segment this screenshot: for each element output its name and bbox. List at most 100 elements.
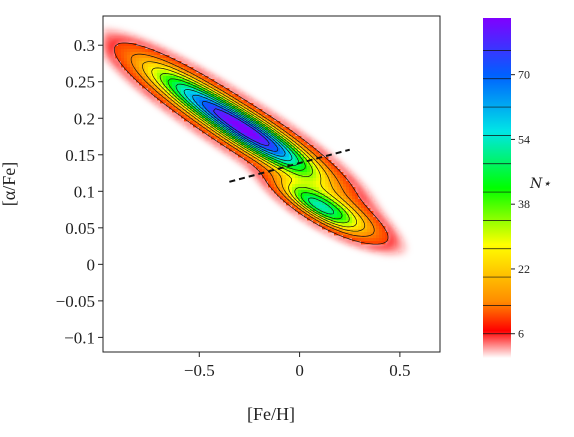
- density-cell: [262, 112, 266, 116]
- halo-cell: [301, 130, 305, 134]
- density-cell: [319, 169, 323, 173]
- density-cell: [214, 103, 218, 107]
- density-cell: [115, 49, 119, 53]
- density-cell: [364, 229, 368, 233]
- density-cell: [322, 172, 326, 176]
- density-cell: [250, 136, 254, 140]
- density-cell: [346, 211, 350, 215]
- density-cell: [277, 163, 281, 167]
- density-cell: [166, 97, 170, 101]
- density-cell: [292, 184, 296, 188]
- density-cell: [238, 148, 242, 152]
- density-cell: [319, 154, 323, 158]
- density-cell: [286, 163, 290, 167]
- halo-cell: [343, 172, 347, 176]
- density-cell: [166, 73, 170, 77]
- density-cell: [223, 133, 227, 137]
- density-cell: [322, 166, 326, 170]
- density-cell: [340, 184, 344, 188]
- density-cell: [121, 58, 125, 62]
- density-cell: [211, 115, 215, 119]
- density-cell: [283, 172, 287, 176]
- halo-cell: [283, 121, 287, 125]
- density-cell: [283, 163, 287, 167]
- density-cell: [145, 49, 149, 53]
- density-cell: [217, 139, 221, 143]
- density-cell: [352, 238, 356, 242]
- density-cell: [268, 136, 272, 140]
- halo-cell: [175, 52, 179, 56]
- halo-cell: [112, 40, 116, 44]
- halo-cell: [394, 232, 398, 236]
- density-cell: [121, 49, 125, 53]
- halo-cell: [133, 85, 137, 89]
- halo-cell: [277, 196, 281, 200]
- halo-cell: [124, 79, 128, 83]
- halo-cell: [106, 52, 110, 56]
- density-cell: [373, 229, 377, 233]
- density-cell: [136, 79, 140, 83]
- halo-cell: [298, 130, 302, 134]
- density-cell: [259, 112, 263, 116]
- density-cell: [316, 181, 320, 185]
- density-cell: [181, 97, 185, 101]
- halo-cell: [271, 109, 275, 113]
- density-cell: [355, 223, 359, 227]
- density-cell: [325, 223, 329, 227]
- halo-cell: [106, 31, 110, 35]
- density-cell: [313, 199, 317, 203]
- density-cell: [376, 229, 380, 233]
- halo-cell: [151, 97, 155, 101]
- density-cell: [313, 217, 317, 221]
- density-cell: [385, 235, 389, 239]
- density-cell: [331, 190, 335, 194]
- density-cell: [367, 235, 371, 239]
- density-cell: [163, 55, 167, 59]
- density-cell: [325, 196, 329, 200]
- density-cell: [202, 103, 206, 107]
- x-axis-label: [Fe/H]: [247, 404, 295, 424]
- density-cell: [322, 157, 326, 161]
- halo-cell: [310, 136, 314, 140]
- halo-cell: [394, 244, 398, 248]
- halo-cell: [379, 244, 383, 248]
- density-cell: [334, 166, 338, 170]
- density-cell: [382, 229, 386, 233]
- halo-cell: [271, 190, 275, 194]
- halo-cell: [310, 220, 314, 224]
- density-cell: [220, 85, 224, 89]
- density-cell: [298, 160, 302, 164]
- density-cell: [271, 184, 275, 188]
- density-cell: [202, 127, 206, 131]
- density-cell: [328, 214, 332, 218]
- density-cell: [238, 145, 242, 149]
- halo-cell: [172, 112, 176, 116]
- density-cell: [199, 82, 203, 86]
- density-cell: [286, 133, 290, 137]
- density-cell: [349, 226, 353, 230]
- density-cell: [280, 154, 284, 158]
- halo-cell: [250, 166, 254, 170]
- density-cell: [259, 124, 263, 128]
- density-cell: [154, 85, 158, 89]
- halo-cell: [370, 244, 374, 248]
- density-cell: [271, 154, 275, 158]
- density-cell: [343, 181, 347, 185]
- density-cell: [325, 205, 329, 209]
- density-cell: [316, 193, 320, 197]
- density-cell: [208, 79, 212, 83]
- density-cell: [139, 79, 143, 83]
- density-cell: [325, 166, 329, 170]
- density-cell: [229, 91, 233, 95]
- halo-cell: [376, 214, 380, 218]
- halo-cell: [121, 70, 125, 74]
- density-cell: [373, 217, 377, 221]
- halo-cell: [397, 238, 401, 242]
- halo-cell: [268, 193, 272, 197]
- halo-cell: [226, 148, 230, 152]
- density-cell: [229, 145, 233, 149]
- halo-cell: [121, 67, 125, 71]
- density-cell: [298, 196, 302, 200]
- density-cell: [274, 121, 278, 125]
- density-cell: [145, 58, 149, 62]
